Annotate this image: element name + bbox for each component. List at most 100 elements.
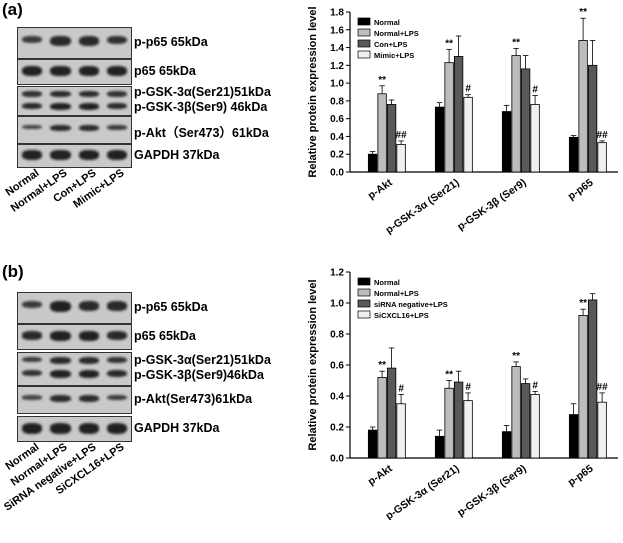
bar	[511, 55, 521, 173]
blot-band	[78, 103, 99, 111]
significance-mark: **	[445, 370, 453, 381]
significance-mark: **	[378, 360, 386, 371]
blot-band	[78, 91, 99, 98]
blot-band	[50, 36, 71, 46]
bar	[434, 106, 445, 173]
blot-label: p-GSK-3β(Ser9) 46kDa	[134, 100, 268, 114]
bar	[597, 401, 607, 459]
blot-strip	[17, 116, 132, 144]
blot-band	[22, 91, 43, 97]
significance-mark: **	[579, 298, 587, 309]
y-tick-label: 1.6	[330, 25, 344, 36]
blot-band	[78, 357, 99, 365]
bar	[587, 64, 598, 173]
blot-band	[50, 125, 71, 132]
legend-label: Mimic+LPS	[374, 51, 414, 60]
blot-band	[106, 370, 127, 378]
category-label: p-GSK-3α (Ser21)	[383, 177, 461, 237]
bar	[434, 435, 445, 459]
blot-label: p-Akt(Ser473)61kDa	[134, 391, 253, 406]
blot-label: p-p65 65kDa	[134, 34, 208, 49]
panel-label-b: (b)	[2, 262, 24, 281]
blot-band	[106, 103, 127, 110]
blot-band	[22, 103, 43, 110]
legend-label: Con+LPS	[374, 40, 408, 49]
bar	[396, 403, 406, 459]
y-tick-label: 0.0	[330, 168, 344, 179]
blot-band	[78, 66, 99, 76]
blot-band	[50, 66, 71, 76]
blot-band	[106, 331, 127, 340]
bar	[520, 68, 531, 173]
y-tick-label: 0.4	[330, 392, 344, 403]
blot-strip	[17, 86, 132, 116]
blot-band	[22, 66, 43, 76]
blot-band	[22, 36, 43, 44]
bar	[568, 136, 579, 173]
blot-band	[50, 150, 71, 160]
category-label: p-p65	[566, 463, 596, 489]
blot-band	[22, 423, 43, 434]
y-tick-label: 1.0	[330, 299, 344, 310]
blot-band	[50, 331, 71, 341]
y-tick-label: 0.0	[330, 454, 344, 465]
blot-label: p-p65 65kDa	[134, 299, 208, 314]
blot-band	[78, 301, 99, 311]
category-label: p-GSK-3β (Ser9)	[455, 177, 528, 233]
legend-label: Normal	[374, 278, 400, 287]
bar	[377, 377, 387, 459]
blot-band	[106, 91, 127, 97]
bar	[520, 383, 531, 459]
y-axis-label: Relative protein expression level	[307, 6, 319, 177]
significance-mark: ##	[597, 130, 609, 141]
blot-band	[78, 125, 99, 132]
blot-band	[50, 301, 71, 312]
y-tick-label: 0.2	[330, 423, 344, 434]
blot-band	[22, 301, 43, 309]
legend-label: siRNA negative+LPS	[374, 300, 448, 309]
bar-chart-b: 0.0 0.2 0.4 0.6 0.8 1.0 1.2 Relative protein ex…	[307, 268, 618, 520]
blot-label: p65 65kDa	[134, 328, 196, 343]
blot-band	[78, 36, 99, 46]
bar	[578, 40, 588, 173]
y-tick-label: 0.4	[330, 132, 344, 143]
y-tick-label: 1.2	[330, 61, 344, 72]
significance-mark: **	[445, 38, 453, 49]
blot-band	[50, 370, 71, 379]
y-tick-label: 0.2	[330, 150, 344, 161]
y-tick-label: 0.6	[330, 361, 344, 372]
blot-band	[78, 423, 99, 434]
significance-mark: #	[465, 84, 471, 95]
significance-mark: **	[512, 37, 520, 48]
y-tick-label: 1.8	[330, 8, 344, 19]
blot-band	[22, 395, 43, 400]
category-label: p-GSK-3α (Ser21)	[383, 463, 461, 520]
blot-band	[50, 103, 71, 111]
blot-band	[78, 331, 99, 341]
blot-band	[22, 125, 43, 129]
legend-swatch	[357, 310, 371, 319]
blot-strip	[17, 27, 132, 59]
blot-label: GAPDH 37kDa	[134, 420, 220, 435]
significance-mark: #	[532, 85, 538, 96]
y-tick-label: 0.8	[330, 330, 344, 341]
blot-band	[78, 370, 99, 379]
blot-band	[50, 423, 71, 434]
legend-swatch	[357, 17, 371, 26]
y-axis-label: Relative protein expression level	[307, 279, 319, 450]
significance-mark: **	[378, 75, 386, 86]
blot-band	[50, 91, 71, 98]
bar-chart-a: 0.0 0.2 0.4 0.6 0.8 1.0 1.2 1.4 1.6 1.8 Relative p…	[307, 6, 618, 237]
significance-mark: #	[532, 380, 538, 391]
legend-swatch	[357, 277, 371, 286]
blot-band	[78, 395, 99, 403]
bar	[444, 387, 454, 459]
bar	[386, 367, 397, 459]
panel-label-a: (a)	[2, 0, 23, 19]
legend-swatch	[357, 28, 371, 37]
bar	[367, 429, 378, 459]
bar	[463, 400, 473, 459]
bar	[587, 299, 598, 459]
blot-band	[22, 370, 43, 377]
blot-strip	[17, 144, 132, 168]
